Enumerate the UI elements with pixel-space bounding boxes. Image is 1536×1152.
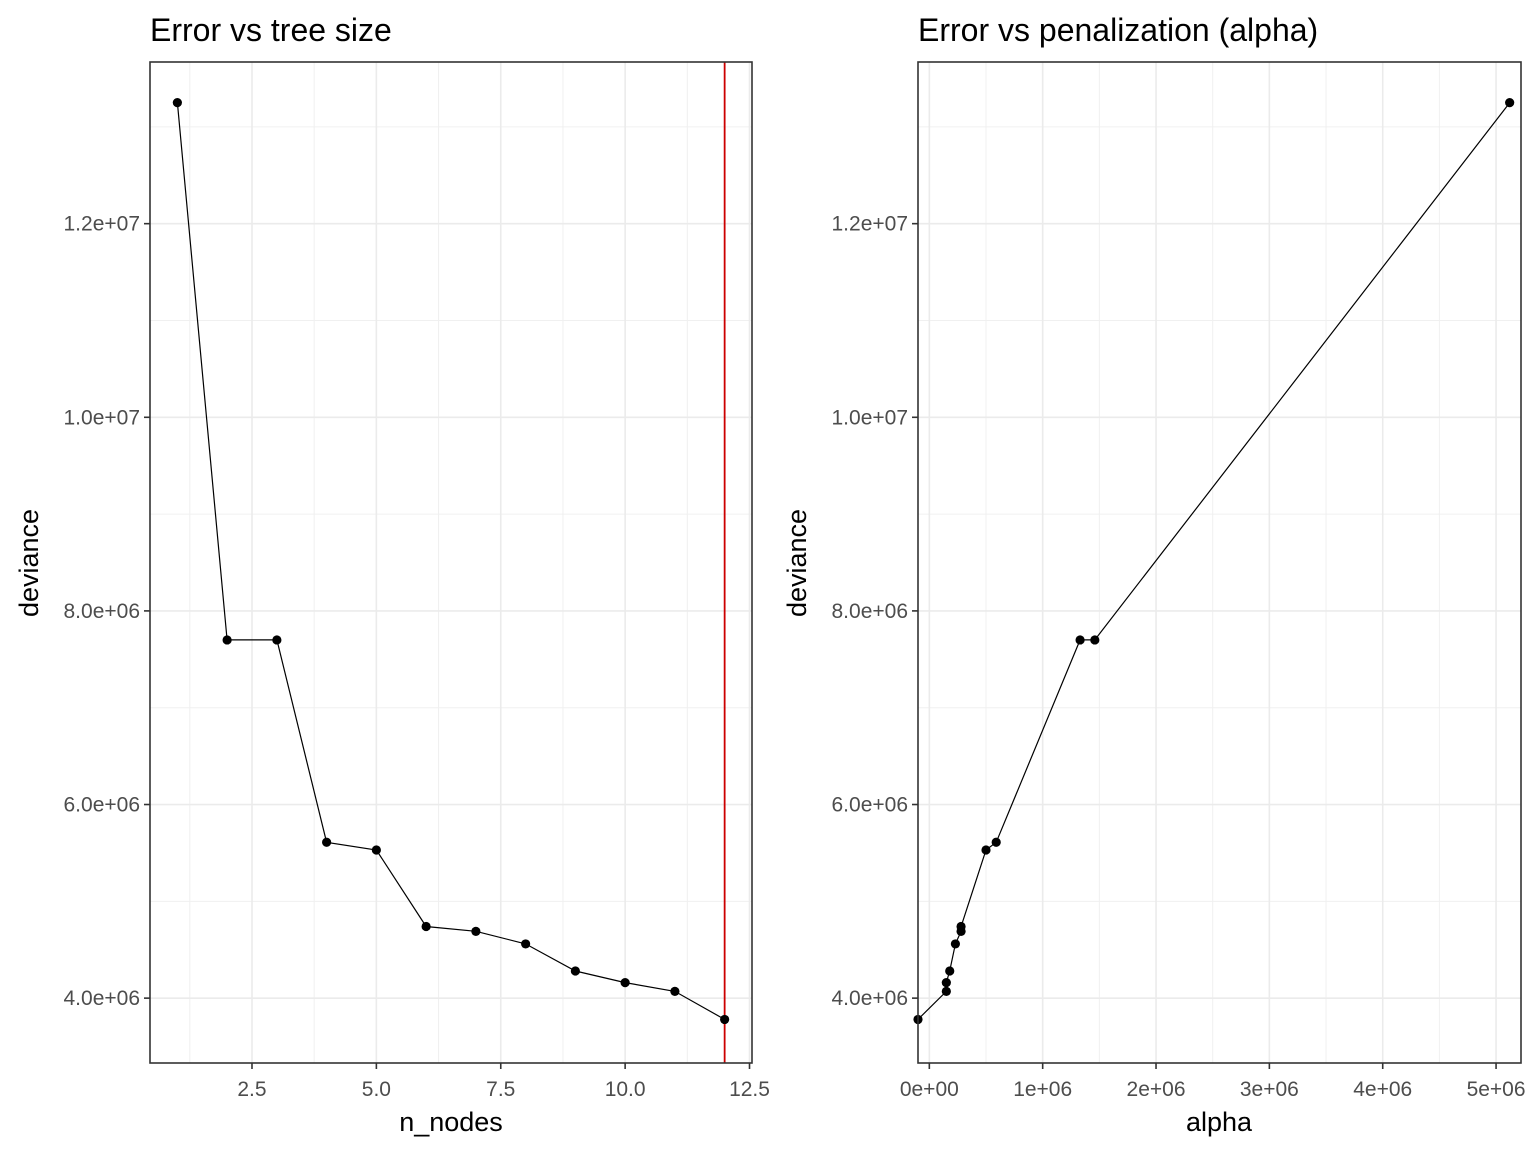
data-point (720, 1014, 730, 1025)
y-tick-label: 6.0e+06 (64, 794, 141, 817)
panel-background (918, 62, 1521, 1063)
panel-border (917, 61, 1522, 1064)
y-tick-label: 1.2e+07 (832, 213, 909, 236)
x-tick-label: 12.5 (729, 1078, 770, 1101)
y-tick-label: 1.2e+07 (64, 213, 141, 236)
x-tick-label: 5.0 (362, 1078, 391, 1101)
data-point (670, 986, 680, 996)
plot-area: 4.0e+06 6.0e+06 8.0e+06 1.0e+07 1.2e+07 2.5 5.… (64, 61, 770, 1101)
y-tick-label: 1.0e+07 (64, 406, 141, 429)
panel-background (150, 62, 752, 1063)
x-tick-label: 10.0 (605, 1078, 646, 1101)
data-point (322, 837, 332, 847)
data-point (272, 635, 282, 645)
chart-title: Error vs tree size (150, 12, 392, 48)
x-tick-label: 2e+06 (1127, 1078, 1186, 1101)
data-point (1505, 98, 1515, 108)
data-point (421, 921, 431, 932)
data-point (1090, 635, 1100, 645)
y-tick-label: 4.0e+06 (64, 987, 141, 1010)
data-point (991, 837, 1001, 847)
y-tick-label: 6.0e+06 (832, 794, 909, 817)
x-tick-label: 5e+06 (1467, 1078, 1526, 1101)
x-tick-label: 3e+06 (1240, 1078, 1299, 1101)
y-tick-label: 8.0e+06 (832, 600, 909, 623)
data-point (371, 845, 381, 855)
y-axis-title: deviance (782, 509, 812, 617)
data-point (521, 939, 531, 949)
data-point (222, 635, 232, 645)
x-tick-label: 2.5 (237, 1078, 266, 1101)
data-point (471, 926, 481, 936)
panel-border (149, 61, 753, 1064)
data-point (620, 978, 630, 988)
series-line (176, 102, 725, 1020)
plot-area: 4.0e+06 6.0e+06 8.0e+06 1.0e+07 1.2e+07 0e+00… (832, 61, 1526, 1101)
y-tick-label: 4.0e+06 (832, 987, 909, 1010)
x-tick-label: 7.5 (486, 1078, 515, 1101)
chart-title: Error vs penalization (alpha) (918, 12, 1318, 48)
y-tick-label: 8.0e+06 (64, 600, 141, 623)
alpha-panel: Error vs penalization (alpha) 4.0e+06 6.0… (782, 12, 1526, 1137)
y-axis-title: deviance (14, 509, 44, 617)
x-axis-title: n_nodes (399, 1107, 503, 1137)
data-point (941, 986, 951, 996)
data-point (941, 978, 951, 988)
data-point (981, 845, 991, 855)
data-point (172, 98, 182, 108)
data-point (1075, 635, 1085, 645)
tree-size-panel: Error vs tree size 4.0e+06 6.0e+06 8.0e+06… (14, 12, 770, 1137)
data-point (956, 921, 966, 932)
x-tick-label: 4e+06 (1353, 1078, 1412, 1101)
y-tick-label: 1.0e+07 (832, 406, 909, 429)
x-axis-title: alpha (1186, 1107, 1253, 1137)
data-point (950, 939, 961, 949)
data-point (945, 966, 955, 976)
x-tick-label: 1e+06 (1013, 1078, 1072, 1101)
x-tick-label: 0e+00 (900, 1078, 959, 1101)
data-point (570, 966, 580, 976)
